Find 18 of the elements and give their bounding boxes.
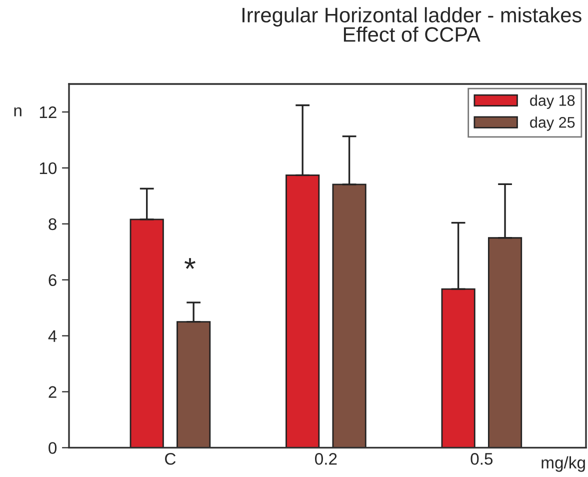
- bar: [332, 184, 366, 448]
- y-tick-label: 8: [48, 218, 56, 230]
- y-tick-label: 6: [48, 274, 56, 286]
- annotation: *: [184, 258, 196, 269]
- y-tick-label: 2: [48, 386, 56, 398]
- x-axis-title: mg/kg: [542, 456, 585, 472]
- x-tick-label: 0.5: [470, 453, 493, 465]
- chart-title: Irregular Horizontal ladder - mistakes Effect of CCPA: [242, 7, 582, 42]
- legend-label: day 25: [530, 116, 575, 131]
- y-tick-label: 12: [40, 106, 56, 118]
- bar: [441, 288, 476, 448]
- x-tick-label: 0.2: [315, 453, 337, 465]
- y-axis-title: n: [14, 107, 22, 116]
- y-tick-label: 10: [40, 162, 57, 174]
- legend-label: day 18: [530, 94, 575, 109]
- y-tick-label: 0: [48, 442, 57, 454]
- x-tick-label: C: [165, 453, 176, 465]
- y-tick-label: 4: [48, 330, 57, 342]
